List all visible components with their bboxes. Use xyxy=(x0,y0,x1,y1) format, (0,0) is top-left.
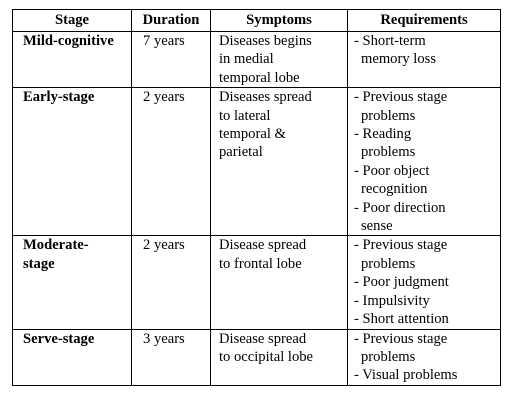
header-duration: Duration xyxy=(131,9,211,32)
stage-cell: Serve-stage xyxy=(12,328,132,386)
stage-text: Mild-cognitive xyxy=(23,33,114,49)
stage-text: Moderate- xyxy=(23,237,89,254)
symptoms-line: temporal & xyxy=(219,126,286,143)
symptoms-line: to occipital lobe xyxy=(219,348,314,365)
symptoms-line: temporal lobe xyxy=(219,69,300,86)
symptoms-line: Diseases spread xyxy=(219,89,312,106)
table-row: Moderate- stage 2 years Disease spread t… xyxy=(12,235,501,330)
header-symptoms: Symptoms xyxy=(210,9,348,32)
alzheimer-stages-table: Stage Duration Symptoms Requirements Mil… xyxy=(12,9,501,386)
table-row: Early-stage 2 years Diseases spread to l… xyxy=(12,87,501,237)
header-stage: Stage xyxy=(12,9,132,32)
table-row: Mild-cognitive 7 years Diseases begins i… xyxy=(12,30,501,89)
stage-text: stage xyxy=(23,255,55,272)
symptoms-cell: Disease spread to frontal lobe xyxy=(210,235,348,330)
requirements-cell: - Previous stage problems - Poor judgment… xyxy=(347,235,501,330)
requirement-item: - Previous stage problems xyxy=(354,89,448,124)
requirements-cell: - Previous stage problems - Visual proble… xyxy=(347,328,501,386)
requirements-cell: - Previous stage problems - Reading proble… xyxy=(347,87,501,237)
requirement-item: - Previous stage problems xyxy=(354,237,448,272)
header-requirements: Requirements xyxy=(347,9,501,32)
symptoms-line: to frontal lobe xyxy=(219,255,302,272)
duration-cell: 7 years xyxy=(131,30,211,89)
stage-cell: Moderate- stage xyxy=(12,235,132,330)
stage-cell: Early-stage xyxy=(12,87,132,237)
requirement-item: - Poor object recognition xyxy=(354,162,430,198)
requirement-item: - Reading problems xyxy=(354,126,416,161)
requirement-item: - Short-term memory loss xyxy=(354,33,436,68)
symptoms-line: in medial xyxy=(219,51,274,68)
requirement-item: - Short attention xyxy=(354,311,449,328)
requirement-item: - Poor direction sense xyxy=(354,199,446,235)
symptoms-cell: Diseases spread to lateral temporal & pa… xyxy=(210,87,348,237)
duration-cell: 3 years xyxy=(131,328,211,386)
duration-cell: 2 years xyxy=(131,87,211,237)
requirement-item: - Visual problems xyxy=(354,367,458,384)
requirement-item: - Previous stage problems xyxy=(354,330,448,365)
table-row: Serve-stage 3 years Disease spread to oc… xyxy=(12,328,501,386)
requirement-item: - Poor judgment xyxy=(354,274,449,291)
symptoms-line: Disease spread xyxy=(219,237,307,254)
symptoms-line: parietal xyxy=(219,144,263,161)
stage-cell: Mild-cognitive xyxy=(12,30,132,89)
symptoms-line: Diseases begins xyxy=(219,33,312,49)
symptoms-cell: Diseases begins in medial temporal lobe xyxy=(210,30,348,89)
symptoms-line: Disease spread xyxy=(219,330,307,347)
requirement-item: - Impulsivity xyxy=(354,292,430,309)
duration-cell: 2 years xyxy=(131,235,211,330)
requirements-cell: - Short-term memory loss xyxy=(347,30,501,89)
header-row: Stage Duration Symptoms Requirements xyxy=(12,9,501,32)
symptoms-line: to lateral xyxy=(219,107,271,124)
stage-text: Early-stage xyxy=(23,89,95,106)
stage-text: Serve-stage xyxy=(23,330,95,347)
symptoms-cell: Disease spread to occipital lobe xyxy=(210,328,348,386)
